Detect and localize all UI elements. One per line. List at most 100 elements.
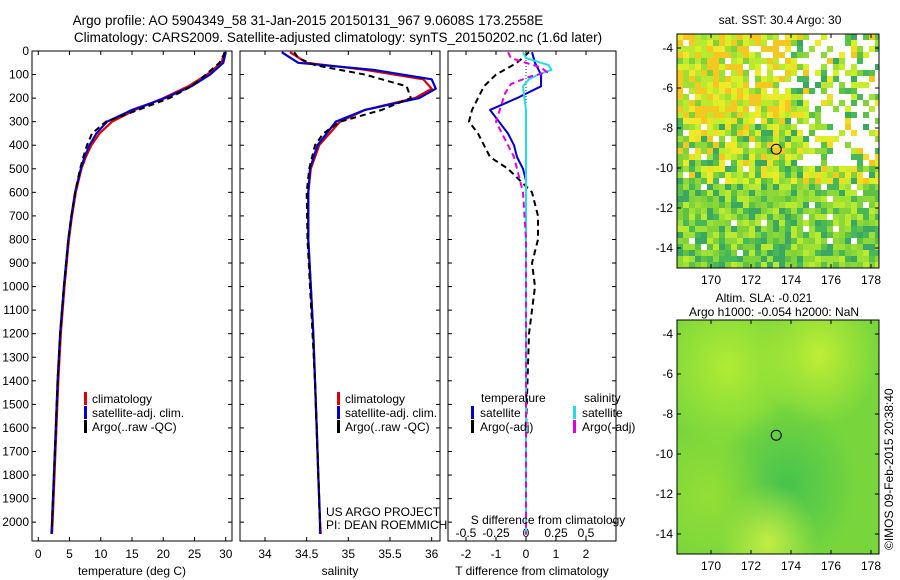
sst-cell [863,220,869,226]
sst-cell [743,172,749,178]
sst-cell [749,208,755,214]
sst-cell [833,166,839,172]
sst-cell [851,250,857,256]
sst-cell [701,88,707,94]
sst-cell [731,226,737,232]
sst-cell [689,196,695,202]
sst-cell [737,70,743,76]
sst-cell [677,202,683,208]
sst-cell [803,148,809,154]
sst-cell [707,70,713,76]
sst-cell [875,220,879,226]
sst-cell [719,34,725,40]
sla-x-tick-label: 170 [701,559,721,573]
sla-map-title: Altim. SLA: -0.021 [716,291,813,305]
sst-cell [779,124,785,130]
sst-cell [677,82,683,88]
sst-cell [731,118,737,124]
sst-cell [845,232,851,238]
sst-cell [695,34,701,40]
sst-cell [857,148,863,154]
sst-cell [863,154,869,160]
sst-cell [833,136,839,142]
sst-cell [689,124,695,130]
sst-cell [869,70,875,76]
series-line-satellite-adj-clim- [50,51,227,534]
sst-cell [713,124,719,130]
sst-cell [755,154,761,160]
sst-cell [707,232,713,238]
sst-cell [869,262,875,268]
sst-cell [695,226,701,232]
sst-cell [695,172,701,178]
sst-cell [707,214,713,220]
sst-cell [833,58,839,64]
sst-cell [689,256,695,262]
sst-cell [677,94,683,100]
sst-cell [749,250,755,256]
sst-x-tick-label: 178 [861,273,881,287]
sst-cell [749,214,755,220]
sst-cell [719,172,725,178]
sst-cell [707,262,713,268]
sst-cell [761,34,767,40]
sst-cell [821,226,827,232]
sst-cell [707,112,713,118]
sst-cell [749,94,755,100]
sst-cell [695,256,701,262]
sst-cell [677,40,683,46]
sla-map-frame [676,319,880,555]
sst-cell [773,178,779,184]
sst-cell [845,238,851,244]
sst-cell [749,100,755,106]
sst-cell [737,226,743,232]
depth-tick-label: 1800 [2,468,29,482]
sst-cell [725,40,731,46]
depth-tick-label: 1900 [2,492,29,506]
sst-cell [689,70,695,76]
sst-cell [797,130,803,136]
sst-cell [791,238,797,244]
depth-tick-label: 1700 [2,444,29,458]
sst-cell [773,190,779,196]
sst-cell [689,46,695,52]
sst-cell [845,250,851,256]
sst-cell [833,106,839,112]
sst-cell [773,88,779,94]
sst-cell [779,100,785,106]
sst-cell [839,166,845,172]
sst-cell [827,136,833,142]
sst-cell [695,76,701,82]
sst-cell [797,226,803,232]
sla-x-tick-label: 176 [821,559,841,573]
sst-cell [833,250,839,256]
project-label: US ARGO PROJECT [326,505,441,519]
sst-cell [863,82,869,88]
sst-cell [731,40,737,46]
x-tick-label: 36 [425,547,439,561]
sst-cell [761,94,767,100]
sst-cell [695,130,701,136]
sst-cell [677,34,683,40]
sst-cell [767,172,773,178]
sst-cell [773,130,779,136]
sst-cell [779,112,785,118]
sst-cell [821,160,827,166]
sla-y-tick-label: -4 [662,327,673,341]
sst-cell [707,208,713,214]
sst-cell [737,124,743,130]
sst-cell [683,220,689,226]
sst-cell [791,160,797,166]
sst-cell [737,232,743,238]
sst-cell [791,94,797,100]
sst-cell [761,256,767,262]
sst-cell [773,202,779,208]
sst-cell [845,196,851,202]
sst-cell [851,76,857,82]
sst-cell [683,166,689,172]
sst-float-location-marker [770,143,782,155]
sst-cell [713,88,719,94]
sst-cell [839,208,845,214]
series-line-satellite-adj-clim- [281,51,437,534]
sst-cell [743,148,749,154]
